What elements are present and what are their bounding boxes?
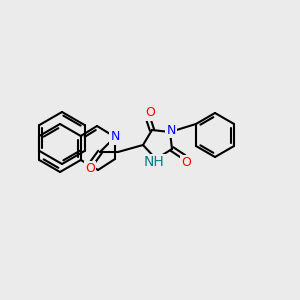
Text: NH: NH	[144, 155, 164, 169]
Text: N: N	[166, 124, 176, 136]
Text: O: O	[145, 106, 155, 119]
Text: O: O	[181, 157, 191, 169]
Text: O: O	[85, 163, 95, 176]
Text: N: N	[110, 130, 120, 143]
